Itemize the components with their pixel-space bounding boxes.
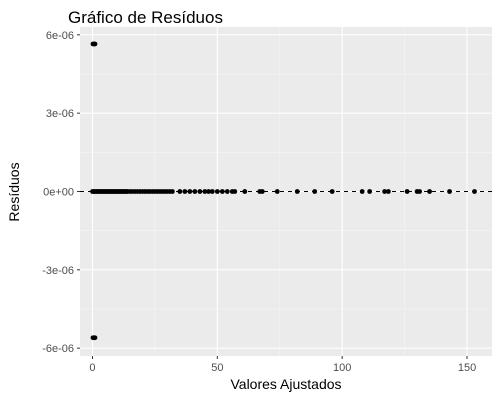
data-point <box>202 189 208 194</box>
y-tick-label: 3e-06 <box>46 108 74 120</box>
data-point <box>169 189 175 194</box>
data-points <box>90 41 477 341</box>
data-point <box>427 189 432 194</box>
data-point <box>367 189 373 194</box>
data-point <box>92 335 98 341</box>
data-point <box>197 189 203 194</box>
x-tick-label: 100 <box>333 362 351 374</box>
data-point <box>259 189 265 194</box>
data-point <box>224 189 230 194</box>
x-tick-label: 50 <box>211 362 223 374</box>
data-point <box>312 189 318 194</box>
data-point <box>182 189 188 194</box>
data-point <box>385 189 391 194</box>
data-point <box>329 189 335 194</box>
data-point <box>177 189 183 194</box>
data-point <box>219 189 225 194</box>
data-point <box>417 189 422 194</box>
chart-title: Gráfico de Resíduos <box>68 8 223 27</box>
data-point <box>214 189 220 194</box>
data-point <box>294 189 300 194</box>
y-tick-label: 6e-06 <box>46 30 74 42</box>
y-tick-label: 0e+00 <box>43 187 74 199</box>
data-point <box>472 189 477 194</box>
x-axis-title: Valores Ajustados <box>230 376 341 392</box>
data-point <box>404 189 410 194</box>
data-point <box>274 189 280 194</box>
data-point <box>242 189 248 194</box>
data-point <box>359 189 365 194</box>
data-point <box>192 189 198 194</box>
data-point <box>382 189 388 194</box>
y-axis-title: Resíduos <box>6 162 22 221</box>
data-point <box>447 189 452 194</box>
data-point <box>92 41 98 47</box>
x-axis: 0 50 100 150 <box>89 356 476 374</box>
data-point <box>187 189 193 194</box>
data-point <box>232 189 238 194</box>
x-tick-label: 150 <box>458 362 476 374</box>
y-axis: -6e-06 -3e-06 0e+00 3e-06 6e-06 <box>42 30 80 355</box>
data-point <box>209 189 215 194</box>
data-point <box>206 189 211 194</box>
x-tick-label: 0 <box>89 362 95 374</box>
y-tick-label: -3e-06 <box>42 265 74 277</box>
y-tick-label: -6e-06 <box>42 343 74 355</box>
